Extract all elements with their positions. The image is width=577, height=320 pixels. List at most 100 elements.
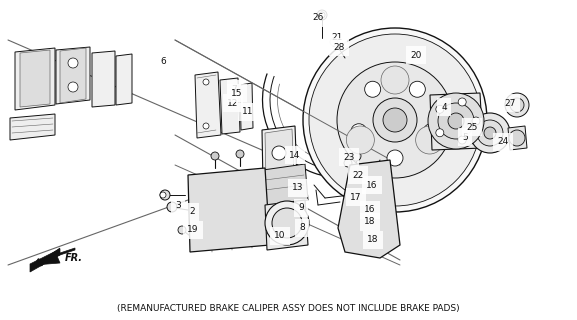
Text: 23: 23	[343, 153, 355, 162]
Circle shape	[484, 127, 496, 139]
Circle shape	[367, 202, 375, 210]
Text: 16: 16	[364, 205, 376, 214]
Circle shape	[470, 113, 510, 153]
Text: 13: 13	[292, 183, 304, 193]
Polygon shape	[188, 168, 270, 252]
Polygon shape	[116, 54, 132, 105]
Circle shape	[415, 126, 444, 154]
Circle shape	[317, 10, 327, 20]
Polygon shape	[56, 47, 90, 104]
Text: (REMANUFACTURED BRAKE CALIPER ASSY DOES NOT INCLUDE BRAKE PADS): (REMANUFACTURED BRAKE CALIPER ASSY DOES …	[117, 303, 460, 313]
Text: 2: 2	[189, 207, 195, 217]
Text: FR.: FR.	[65, 253, 83, 263]
Circle shape	[369, 230, 377, 238]
Polygon shape	[35, 248, 75, 265]
Polygon shape	[195, 72, 221, 138]
Circle shape	[203, 123, 209, 129]
Text: 28: 28	[334, 43, 344, 52]
Text: 14: 14	[289, 150, 301, 159]
Circle shape	[351, 151, 361, 161]
Text: 11: 11	[242, 108, 254, 116]
Circle shape	[369, 173, 377, 181]
Circle shape	[337, 62, 453, 178]
Circle shape	[303, 28, 487, 212]
Polygon shape	[338, 160, 400, 258]
Text: 19: 19	[188, 226, 198, 235]
Circle shape	[373, 98, 417, 142]
Polygon shape	[220, 78, 240, 134]
Circle shape	[381, 66, 409, 94]
Text: 17: 17	[350, 193, 362, 202]
Text: 16: 16	[366, 180, 378, 189]
Text: 20: 20	[410, 51, 422, 60]
Polygon shape	[92, 51, 115, 107]
Polygon shape	[430, 93, 483, 150]
Circle shape	[236, 150, 244, 158]
Polygon shape	[30, 249, 60, 272]
Circle shape	[68, 58, 78, 68]
Circle shape	[167, 202, 177, 212]
Circle shape	[346, 126, 374, 154]
Polygon shape	[265, 129, 294, 181]
Text: 8: 8	[299, 223, 305, 233]
Circle shape	[309, 34, 481, 206]
Circle shape	[509, 130, 525, 146]
Circle shape	[351, 124, 367, 140]
Circle shape	[477, 120, 503, 146]
Circle shape	[448, 113, 464, 129]
Circle shape	[344, 159, 352, 167]
Circle shape	[160, 190, 170, 200]
Polygon shape	[263, 164, 308, 206]
Circle shape	[436, 105, 444, 113]
Text: 26: 26	[312, 13, 324, 22]
Circle shape	[387, 150, 403, 166]
Polygon shape	[262, 126, 297, 184]
Circle shape	[436, 129, 444, 137]
Circle shape	[383, 108, 407, 132]
Text: 18: 18	[364, 218, 376, 227]
Polygon shape	[20, 50, 50, 107]
Circle shape	[319, 12, 325, 18]
Circle shape	[211, 152, 219, 160]
Circle shape	[465, 122, 475, 132]
Text: 15: 15	[231, 89, 243, 98]
Circle shape	[458, 136, 466, 144]
Text: 22: 22	[353, 171, 364, 180]
Circle shape	[409, 81, 425, 97]
Text: 24: 24	[497, 138, 508, 147]
Text: 25: 25	[466, 123, 478, 132]
Circle shape	[272, 208, 302, 238]
Polygon shape	[240, 83, 253, 130]
Polygon shape	[60, 48, 86, 103]
Text: 4: 4	[441, 102, 447, 111]
Text: 27: 27	[504, 99, 516, 108]
Text: 6: 6	[160, 58, 166, 67]
Polygon shape	[265, 200, 308, 250]
Text: 18: 18	[367, 236, 379, 244]
Text: 7: 7	[231, 84, 237, 93]
Text: 21: 21	[331, 33, 343, 42]
Circle shape	[510, 98, 524, 112]
Circle shape	[458, 98, 466, 106]
Circle shape	[68, 82, 78, 92]
Circle shape	[505, 93, 529, 117]
Text: 12: 12	[227, 99, 239, 108]
Text: 3: 3	[175, 201, 181, 210]
Circle shape	[330, 38, 338, 46]
Circle shape	[203, 79, 209, 85]
Circle shape	[472, 117, 480, 125]
Circle shape	[354, 193, 360, 199]
Circle shape	[423, 124, 439, 140]
Circle shape	[265, 201, 309, 245]
Circle shape	[361, 215, 369, 223]
Polygon shape	[15, 48, 55, 110]
Polygon shape	[10, 114, 55, 140]
Circle shape	[365, 81, 381, 97]
Circle shape	[428, 93, 484, 149]
Polygon shape	[508, 126, 527, 150]
Circle shape	[272, 146, 286, 160]
Circle shape	[178, 226, 186, 234]
Text: 5: 5	[462, 132, 468, 141]
Text: 10: 10	[274, 231, 286, 241]
Circle shape	[160, 192, 166, 198]
